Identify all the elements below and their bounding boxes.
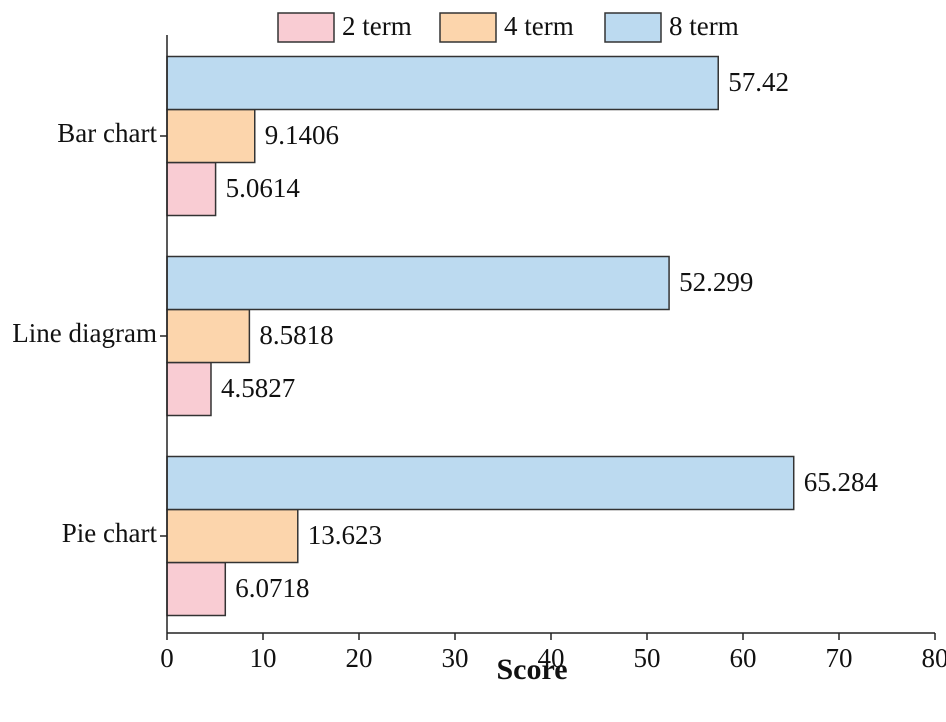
value-label: 6.0718 bbox=[235, 573, 309, 603]
y-tick-label: Pie chart bbox=[62, 518, 158, 548]
bar bbox=[166, 455, 795, 511]
x-tick-label: 40 bbox=[538, 643, 565, 673]
value-label: 52.299 bbox=[679, 267, 753, 297]
bar bbox=[166, 561, 227, 617]
x-axis-title: Score bbox=[496, 653, 567, 686]
value-label: 4.5827 bbox=[221, 373, 295, 403]
bar bbox=[166, 108, 256, 164]
x-tick-label: 10 bbox=[250, 643, 277, 673]
legend-label: 8 term bbox=[669, 11, 739, 41]
legend-swatch bbox=[277, 12, 335, 43]
y-tick-label: Bar chart bbox=[57, 118, 157, 148]
value-label: 13.623 bbox=[308, 520, 382, 550]
bar bbox=[166, 308, 251, 364]
value-label: 65.284 bbox=[804, 467, 879, 497]
x-tick-label: 80 bbox=[922, 643, 946, 673]
value-label: 57.42 bbox=[728, 67, 789, 97]
bar bbox=[166, 361, 212, 417]
x-tick-label: 50 bbox=[634, 643, 661, 673]
x-tick-label: 60 bbox=[730, 643, 757, 673]
value-label: 8.5818 bbox=[259, 320, 333, 350]
legend-swatch bbox=[604, 12, 662, 43]
x-tick-label: 70 bbox=[826, 643, 853, 673]
bar bbox=[166, 508, 299, 564]
x-tick-label: 30 bbox=[442, 643, 469, 673]
bar bbox=[166, 55, 719, 111]
x-tick-label: 0 bbox=[160, 643, 174, 673]
value-label: 5.0614 bbox=[226, 173, 301, 203]
legend-label: 4 term bbox=[504, 11, 574, 41]
legend-label: 2 term bbox=[342, 11, 412, 41]
value-label: 9.1406 bbox=[265, 120, 339, 150]
y-tick-label: Line diagram bbox=[12, 318, 157, 348]
bar bbox=[166, 255, 670, 311]
bar bbox=[166, 161, 217, 217]
legend-swatch bbox=[439, 12, 497, 43]
x-tick-label: 20 bbox=[346, 643, 373, 673]
